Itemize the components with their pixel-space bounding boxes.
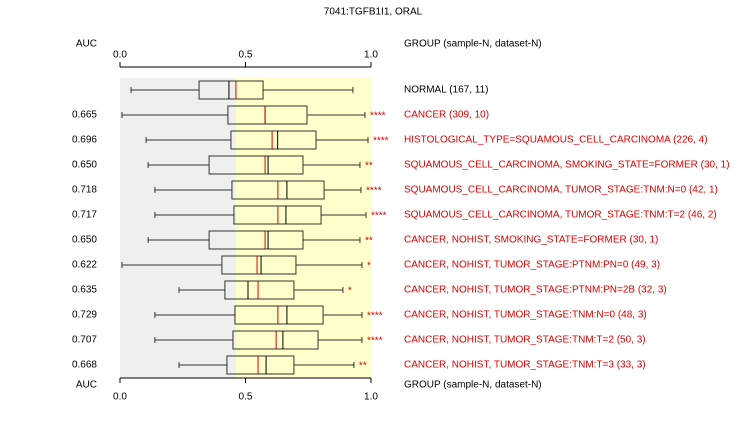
auc-value: 0.668	[72, 360, 97, 371]
significance: ****	[370, 111, 386, 122]
group-label: CANCER, NOHIST, TUMOR_STAGE:PTNM:PN=2B (…	[404, 285, 667, 296]
group-label: SQUAMOUS_CELL_CARCINOMA, TUMOR_STAGE:TNM…	[404, 210, 717, 221]
shade-low	[120, 78, 236, 378]
box	[208, 155, 304, 175]
auc-value: 0.718	[72, 185, 97, 196]
significance: *	[367, 261, 371, 272]
auc-header: AUC	[76, 39, 97, 50]
box	[224, 280, 295, 300]
box	[198, 80, 264, 100]
auc-value: 0.635	[72, 285, 97, 296]
significance: ****	[367, 336, 383, 347]
significance: ****	[373, 136, 389, 147]
significance: ****	[366, 186, 382, 197]
significance: **	[359, 361, 367, 372]
box	[227, 105, 308, 125]
group-label: CANCER (309, 10)	[404, 110, 489, 121]
auc-value: 0.729	[72, 310, 97, 321]
group-label: HISTOLOGICAL_TYPE=SQUAMOUS_CELL_CARCINOM…	[404, 135, 708, 146]
box	[234, 305, 324, 325]
auc-value: 0.707	[72, 335, 97, 346]
auc-value: 0.622	[72, 260, 97, 271]
group-header: GROUP (sample-N, dataset-N)	[404, 380, 542, 391]
group-label: CANCER, NOHIST, TUMOR_STAGE:TNM:T=3 (33,…	[404, 360, 646, 371]
auc-value: 0.650	[72, 160, 97, 171]
box	[221, 255, 297, 275]
group-label: NORMAL (167, 11)	[404, 85, 488, 96]
group-label: CANCER, NOHIST, TUMOR_STAGE:TNM:N=0 (48,…	[404, 310, 647, 321]
auc-header: AUC	[76, 380, 97, 391]
auc-value: 0.696	[72, 135, 97, 146]
significance: **	[365, 161, 373, 172]
box	[226, 355, 295, 375]
chart-title: 7041:TGFB1I1, ORAL	[324, 7, 423, 18]
significance: **	[365, 236, 373, 247]
auc-value: 0.650	[72, 235, 97, 246]
box	[230, 130, 317, 150]
group-header: GROUP (sample-N, dataset-N)	[404, 39, 542, 50]
group-label: CANCER, NOHIST, TUMOR_STAGE:TNM:T=2 (50,…	[404, 335, 646, 346]
x-tick-label: 0.0	[113, 392, 127, 403]
significance: *	[348, 286, 352, 297]
auc-value: 0.665	[72, 110, 97, 121]
auc-value: 0.717	[72, 210, 97, 221]
group-label: CANCER, NOHIST, SMOKING_STATE=FORMER (30…	[404, 235, 658, 246]
box	[232, 330, 319, 350]
group-label: SQUAMOUS_CELL_CARCINOMA, TUMOR_STAGE:TNM…	[404, 185, 718, 196]
group-label: SQUAMOUS_CELL_CARCINOMA, SMOKING_STATE=F…	[404, 160, 730, 171]
x-tick-label: 0.5	[239, 50, 253, 61]
group-label: CANCER, NOHIST, TUMOR_STAGE:PTNM:PN=0 (4…	[404, 260, 660, 271]
x-tick-label: 1.0	[364, 392, 378, 403]
box	[208, 230, 304, 250]
x-tick-label: 0.5	[239, 392, 253, 403]
shade-high	[235, 78, 371, 378]
significance: ****	[371, 211, 387, 222]
x-tick-label: 1.0	[364, 50, 378, 61]
x-tick-label: 0.0	[113, 50, 127, 61]
significance: ****	[367, 311, 383, 322]
